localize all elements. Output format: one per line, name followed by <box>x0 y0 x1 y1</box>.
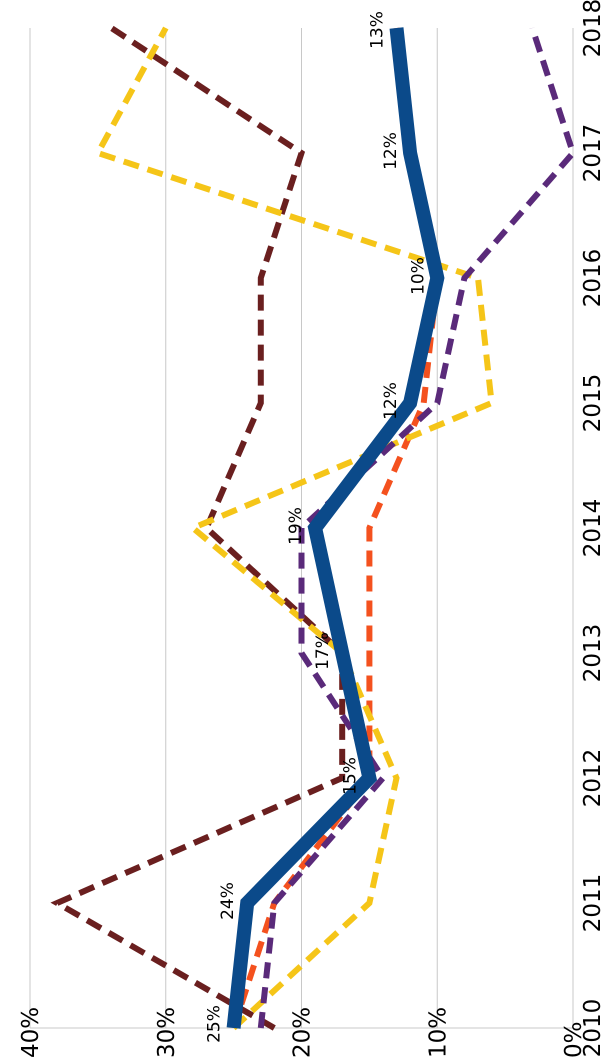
data-labels: 25% 24% 15% 17% 19% 12% 10% 12% 13% <box>205 11 429 1043</box>
y-axis-tick-labels: 0% 10% 20% 30% 40% <box>18 1007 587 1058</box>
x-tick-label: 2017 <box>580 124 606 183</box>
data-label: 24% <box>218 882 238 920</box>
data-label: 15% <box>340 757 360 795</box>
x-tick-label: 2015 <box>580 374 606 433</box>
x-tick-label: 2010 <box>580 999 606 1058</box>
series-line-dashed <box>257 27 577 1029</box>
y-tick-label: 10% <box>425 1007 451 1058</box>
data-label: 12% <box>381 382 401 420</box>
data-label: 12% <box>381 132 401 170</box>
x-tick-label: 2014 <box>580 499 606 558</box>
x-tick-label: 2011 <box>580 874 606 933</box>
x-tick-label: 2016 <box>580 249 606 308</box>
series-lines <box>50 25 577 1031</box>
x-tick-label: 2012 <box>580 749 606 808</box>
data-label: 19% <box>286 507 306 545</box>
y-tick-label: 0% <box>561 1022 587 1059</box>
series-line-solid <box>226 27 445 1029</box>
x-axis-tick-labels: 2010 2011 2012 2013 2014 2015 2016 2017 2018 <box>580 0 606 1057</box>
data-label: 17% <box>313 632 333 670</box>
y-tick-label: 20% <box>290 1007 316 1058</box>
x-tick-label: 2018 <box>580 0 606 57</box>
y-tick-label: 40% <box>18 1007 44 1058</box>
data-label: 10% <box>408 257 428 295</box>
series-line-dashed <box>50 25 346 1031</box>
series-line-dashed <box>93 26 495 1031</box>
data-label: 25% <box>205 1005 225 1043</box>
y-tick-label: 30% <box>154 1007 180 1058</box>
data-label: 13% <box>368 11 388 49</box>
x-tick-label: 2013 <box>580 624 606 683</box>
